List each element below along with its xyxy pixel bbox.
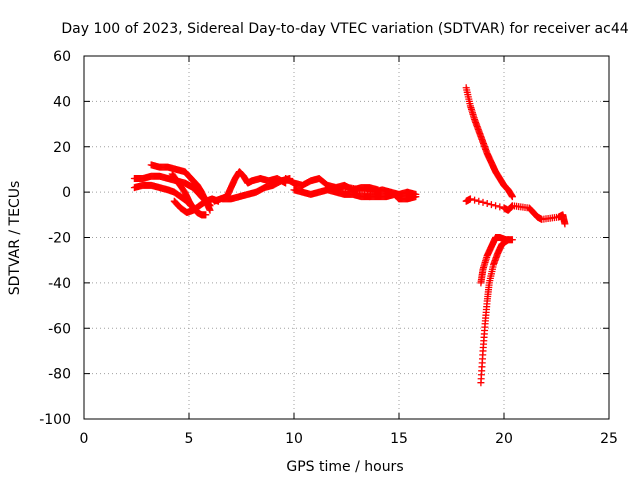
gridlines — [84, 56, 609, 419]
series-arc-c — [147, 161, 214, 214]
data-point — [561, 220, 569, 228]
x-tick-label: 10 — [285, 431, 303, 447]
y-tick-label: 0 — [62, 185, 71, 201]
plot-frame — [83, 55, 610, 420]
x-tick-label: 0 — [80, 431, 89, 447]
data-point — [412, 193, 420, 201]
data-point — [466, 195, 474, 203]
y-axis-label: SDTVAR / TECUs — [7, 181, 23, 296]
data-point — [479, 198, 487, 206]
series-arc-k — [366, 190, 420, 203]
data-point — [496, 203, 504, 211]
x-axis-label: GPS time / hours — [286, 459, 403, 475]
chart-title: Day 100 of 2023, Sidereal Day-to-day VTE… — [61, 21, 628, 37]
y-tick-label: 20 — [53, 140, 71, 156]
x-tick-label: 20 — [495, 431, 513, 447]
data-point — [475, 197, 483, 205]
data-point — [202, 211, 210, 219]
y-tick-label: -100 — [39, 412, 71, 428]
data-point — [492, 202, 500, 210]
data-point — [487, 201, 495, 209]
data-point — [508, 236, 516, 244]
y-tick-label: 40 — [53, 94, 71, 110]
series-arc-n — [477, 234, 516, 287]
data-point — [206, 206, 214, 214]
series-arc-g — [219, 175, 294, 203]
y-tick-label: -80 — [48, 367, 71, 383]
x-tick-label: 5 — [185, 431, 194, 447]
data-point — [471, 196, 479, 204]
axis-ticks: 0 5 10 15 20 25 -100 -80 -60 -40 -20 0 20 40 60 — [39, 49, 618, 447]
x-tick-label: 15 — [390, 431, 408, 447]
data-point — [483, 199, 491, 207]
series-arc-l — [462, 84, 516, 201]
series-arc-d — [168, 170, 210, 219]
series-arc-m — [477, 236, 512, 387]
y-tick-label: -40 — [48, 276, 71, 292]
y-tick-label: -60 — [48, 321, 71, 337]
x-tick-label: 25 — [600, 431, 618, 447]
data-point — [508, 193, 516, 201]
y-tick-label: -20 — [48, 231, 71, 247]
series-arc-o — [462, 195, 569, 228]
data-points — [130, 84, 569, 387]
y-tick-label: 60 — [53, 49, 71, 65]
